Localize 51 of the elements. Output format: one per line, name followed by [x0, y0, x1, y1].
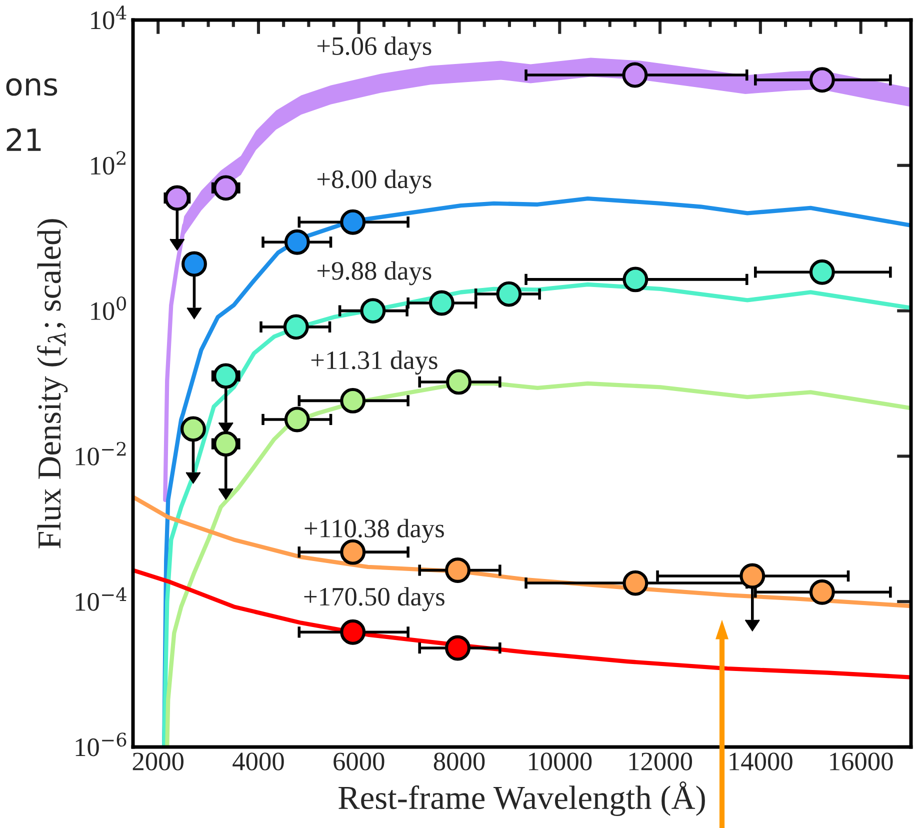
x-tick-label: 8000: [434, 752, 485, 770]
point: [213, 431, 239, 457]
y-axis-title: Flux Density (f$_{λ}$; scaled): [36, 219, 68, 548]
point: [284, 406, 310, 432]
x-tick-label: 16000: [830, 752, 893, 770]
x-tick-label: 6000: [334, 752, 384, 770]
point: [340, 388, 366, 414]
point: [180, 416, 206, 442]
point: [340, 619, 366, 645]
point: [340, 209, 366, 235]
point: [622, 570, 648, 596]
y-tick-label: 10$^{−6}$: [76, 732, 126, 756]
series-label: +8.00 days: [317, 170, 432, 194]
x-tick-label: 14000: [730, 752, 792, 770]
point: [164, 185, 190, 211]
point: [496, 281, 522, 307]
point: [213, 175, 239, 201]
x-tick-label: 12000: [629, 752, 692, 770]
point: [213, 363, 239, 389]
point: [622, 266, 648, 292]
x-tick-label: 10000: [528, 752, 592, 770]
point: [740, 563, 766, 589]
line-series: [133, 568, 911, 680]
point: [428, 290, 454, 316]
point: [809, 67, 835, 93]
series-label: +110.38 days: [304, 518, 444, 543]
y-tick-label: 10$^{−2}$: [76, 442, 126, 466]
point: [446, 369, 472, 395]
series-label: +5.06 days: [317, 36, 432, 60]
point: [445, 558, 470, 583]
x-tick-label: 2000: [132, 752, 184, 770]
x-tick-label: 4000: [232, 752, 284, 770]
point: [182, 251, 207, 277]
point: [360, 298, 386, 324]
series-label: +9.88 days: [317, 261, 432, 286]
series-label: +11.31 days: [311, 350, 438, 375]
point: [283, 314, 309, 340]
text: 21: [6, 128, 41, 151]
text: ons: [6, 78, 58, 96]
y-tick-label: 10$^{0}$: [91, 296, 126, 320]
point: [445, 635, 470, 661]
point: [622, 62, 648, 88]
series-label: +170.50 days: [304, 587, 444, 612]
y-tick-label: 10$^{4}$: [91, 6, 126, 30]
x-axis-title: Rest-frame Wavelength (Å): [338, 781, 705, 816]
point: [809, 579, 835, 605]
y-tick-label: 10$^{2}$: [91, 151, 126, 175]
y-tick-label: 10$^{−4}$: [76, 587, 126, 611]
point: [340, 539, 366, 565]
point: [284, 229, 310, 255]
point: [809, 259, 835, 285]
